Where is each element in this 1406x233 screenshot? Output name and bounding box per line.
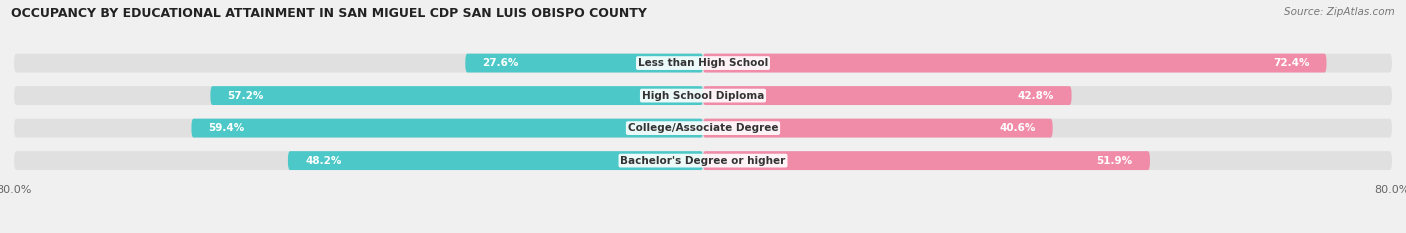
FancyBboxPatch shape — [703, 151, 1150, 170]
FancyBboxPatch shape — [465, 54, 703, 72]
Text: 57.2%: 57.2% — [228, 91, 264, 101]
Text: High School Diploma: High School Diploma — [641, 91, 765, 101]
Legend: Owner-occupied, Renter-occupied: Owner-occupied, Renter-occupied — [569, 230, 837, 233]
Text: 51.9%: 51.9% — [1097, 156, 1133, 166]
FancyBboxPatch shape — [211, 86, 703, 105]
FancyBboxPatch shape — [191, 119, 703, 137]
FancyBboxPatch shape — [14, 119, 1392, 137]
Text: 40.6%: 40.6% — [1000, 123, 1035, 133]
Text: 48.2%: 48.2% — [305, 156, 342, 166]
Text: College/Associate Degree: College/Associate Degree — [627, 123, 779, 133]
FancyBboxPatch shape — [14, 54, 1392, 72]
FancyBboxPatch shape — [14, 151, 1392, 170]
FancyBboxPatch shape — [703, 119, 1053, 137]
FancyBboxPatch shape — [14, 86, 1392, 105]
Text: 72.4%: 72.4% — [1272, 58, 1309, 68]
FancyBboxPatch shape — [703, 86, 1071, 105]
Text: Bachelor's Degree or higher: Bachelor's Degree or higher — [620, 156, 786, 166]
Text: OCCUPANCY BY EDUCATIONAL ATTAINMENT IN SAN MIGUEL CDP SAN LUIS OBISPO COUNTY: OCCUPANCY BY EDUCATIONAL ATTAINMENT IN S… — [11, 7, 647, 20]
Text: 27.6%: 27.6% — [482, 58, 519, 68]
FancyBboxPatch shape — [703, 54, 1326, 72]
Text: 42.8%: 42.8% — [1018, 91, 1054, 101]
Text: Less than High School: Less than High School — [638, 58, 768, 68]
FancyBboxPatch shape — [288, 151, 703, 170]
Text: 59.4%: 59.4% — [208, 123, 245, 133]
Text: Source: ZipAtlas.com: Source: ZipAtlas.com — [1284, 7, 1395, 17]
